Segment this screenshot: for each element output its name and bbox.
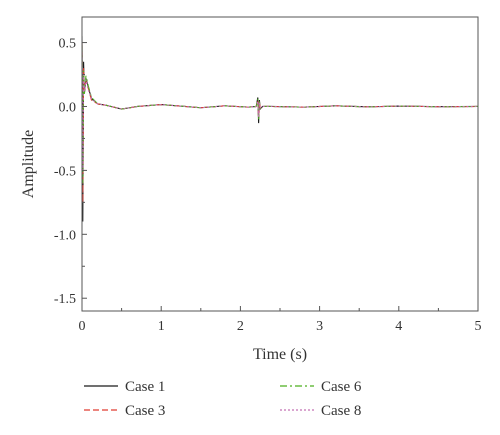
legend-label-case-8: Case 8 [321,403,361,419]
legend-label-case-1: Case 1 [125,379,165,395]
y-tick-label: 0.0 [59,100,77,115]
axes: 0 1 2 3 4 5 -1.5 -1.0 -0.5 0.0 0.5 Time (s) Amplitud… [20,16,482,363]
x-tick-label: 1 [158,319,165,334]
x-tick-label: 2 [237,319,244,334]
series-line-case-6 [82,45,478,184]
x-tick-label: 4 [395,319,402,334]
plot-frame [81,16,479,312]
y-tick-label: 0.5 [59,37,77,52]
y-tick-label: -1.5 [54,292,76,307]
y-tick-label: -0.5 [54,164,76,179]
x-tick-label: 0 [79,319,86,334]
series-line-case-8 [82,48,478,171]
legend-label-case-3: Case 3 [125,403,165,419]
plot-area [82,36,478,222]
y-axis-title: Amplitude [20,130,37,198]
legend: Case 1 Case 3 Case 6 Case 8 [84,379,362,419]
x-tick-label: 3 [316,319,323,334]
series-line-case-1 [82,36,478,222]
x-axis-title: Time (s) [253,346,307,363]
x-tick-label: 5 [475,319,482,334]
series-line-case-3 [82,42,478,203]
legend-label-case-6: Case 6 [321,379,362,395]
y-tick-label: -1.0 [54,228,76,243]
